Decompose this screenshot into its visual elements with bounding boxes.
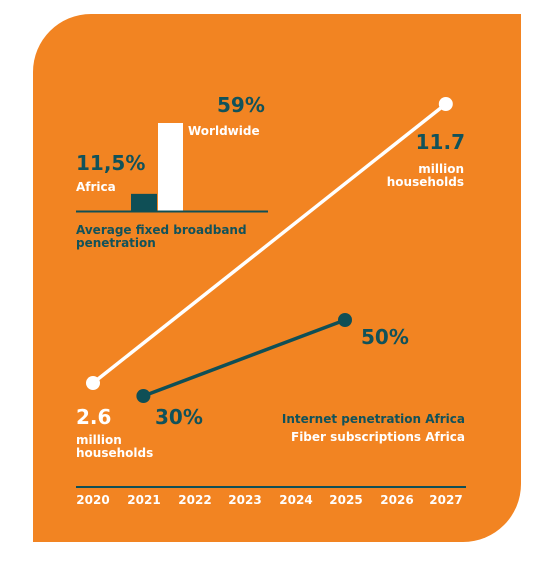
series-1-point-1 xyxy=(338,313,352,327)
internet-start-value: 2.6 xyxy=(76,405,112,429)
internet-start-unit: million households xyxy=(76,433,154,460)
africa-value-label: 11,5% xyxy=(76,151,146,175)
legend-fiber-subscriptions: Fiber subscriptions Africa xyxy=(291,430,465,444)
series-line-1 xyxy=(142,318,346,398)
series-1-point-0 xyxy=(136,389,151,403)
worldwide-category-label: Worldwide xyxy=(188,124,260,138)
bar-africa xyxy=(131,193,157,211)
series-0-point-1 xyxy=(438,97,453,111)
internet-end-unit: million households xyxy=(386,162,464,189)
series-0-point-0 xyxy=(86,376,100,390)
x-tick-2021: 2021 xyxy=(127,493,161,507)
legend-internet-penetration: Internet penetration Africa xyxy=(281,412,465,426)
bar-worldwide xyxy=(158,123,183,211)
fiber-end-value: 50% xyxy=(361,325,409,349)
bar-chart-title: Average fixed broadband penetration xyxy=(76,223,247,250)
fiber-start-value: 30% xyxy=(155,405,203,429)
worldwide-value-label: 59% xyxy=(217,93,265,117)
series-line-0 xyxy=(91,102,447,385)
x-tick-2025: 2025 xyxy=(329,493,363,507)
x-tick-2026: 2026 xyxy=(380,493,414,507)
internet-end-value: 11.7 xyxy=(415,130,465,154)
x-tick-2027: 2027 xyxy=(429,493,463,507)
x-tick-2020: 2020 xyxy=(76,493,110,507)
x-tick-2023: 2023 xyxy=(228,493,262,507)
x-tick-2024: 2024 xyxy=(279,493,313,507)
x-tick-2022: 2022 xyxy=(178,493,212,507)
africa-category-label: Africa xyxy=(76,180,116,194)
